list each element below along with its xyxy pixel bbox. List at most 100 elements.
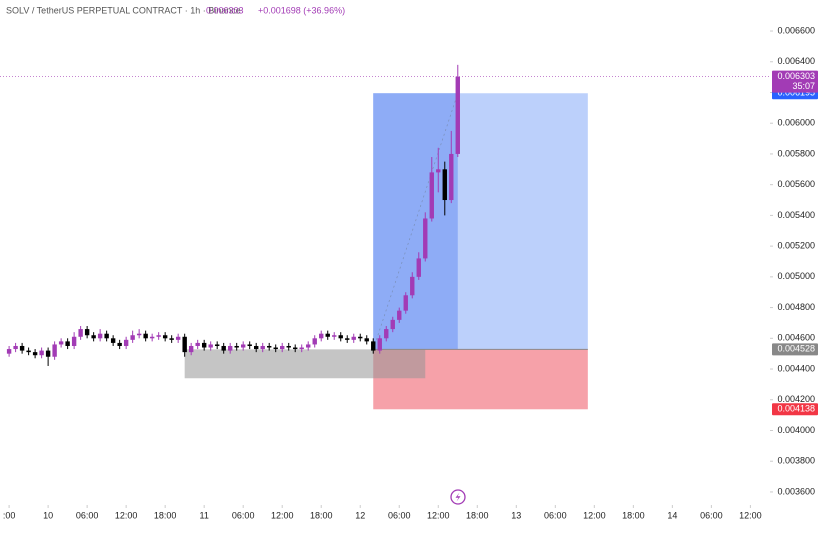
- candle-body: [58, 341, 64, 345]
- range-box: [184, 349, 426, 379]
- candle-body: [195, 342, 200, 346]
- candle-body: [436, 169, 441, 173]
- y-tick-label: 0.006400: [777, 56, 815, 66]
- lightning-icon: [450, 489, 466, 505]
- y-tick-label: 0.004800: [777, 302, 815, 312]
- x-tick-label: 10: [43, 510, 53, 520]
- candle-body: [214, 344, 220, 346]
- candle-body: [221, 345, 226, 351]
- x-tick-label: 12: [355, 510, 365, 520]
- x-tick-label: 06:00: [388, 510, 411, 520]
- x-tick-label: 06:00: [232, 510, 255, 520]
- candle-body: [19, 345, 25, 351]
- profit-zone-filled: [373, 93, 458, 350]
- candle-body: [293, 347, 298, 350]
- candle-body: [6, 349, 12, 354]
- candle-body: [240, 344, 246, 348]
- candle-body: [156, 335, 161, 337]
- candle-body: [416, 258, 421, 277]
- y-tick-label: 0.004000: [777, 425, 815, 435]
- candle-body: [338, 335, 343, 339]
- y-tick-label: 0.004200: [777, 394, 815, 404]
- candle-body: [91, 335, 96, 339]
- x-tick-label: 14: [667, 510, 677, 520]
- x-tick-label: 12:00: [739, 510, 762, 520]
- change-header: +0.001698 (+36.96%): [258, 5, 345, 15]
- x-tick-label: 18:00: [622, 510, 645, 520]
- candle-body: [429, 172, 434, 219]
- candle-body: [84, 329, 90, 336]
- y-tick-label: 0.005600: [777, 179, 815, 189]
- chart-title: SOLV / TetherUS PERPETUAL CONTRACT · 1h …: [6, 5, 241, 15]
- candle-body: [97, 333, 103, 339]
- stop-label: 0.004138: [777, 404, 815, 414]
- x-tick-label: 11: [200, 510, 209, 520]
- candle-body: [312, 338, 317, 345]
- y-tick-label: 0.005200: [777, 240, 815, 250]
- x-tick-label: 06:00: [544, 510, 567, 520]
- candle-body: [371, 341, 376, 351]
- x-tick-label: 18:00: [310, 510, 333, 520]
- candle-body: [449, 153, 454, 201]
- candle-body: [117, 342, 122, 346]
- candle-body: [169, 338, 174, 340]
- candle-body: [306, 344, 311, 348]
- candle-body: [390, 319, 395, 330]
- candle-body: [319, 333, 324, 339]
- candle-body: [286, 345, 291, 348]
- y-tick-label: 0.006000: [777, 118, 815, 128]
- y-tick-label: 0.004600: [777, 333, 815, 343]
- candle-body: [78, 329, 83, 337]
- candle-body: [384, 329, 389, 339]
- x-tick-label: 12:00: [115, 510, 138, 520]
- candle-body: [299, 347, 304, 350]
- candle-body: [143, 333, 148, 339]
- candle-body: [123, 339, 129, 346]
- x-tick-label: 06:00: [700, 510, 723, 520]
- candle-body: [52, 344, 57, 357]
- y-tick-label: 0.005400: [777, 210, 815, 220]
- entry-label: 0.004528: [777, 344, 815, 354]
- y-tick-label: 0.003800: [777, 456, 815, 466]
- stop-label-box: [772, 403, 818, 416]
- y-tick-label: 0.004400: [777, 363, 815, 373]
- candle-body: [280, 345, 285, 350]
- candle-body: [351, 336, 356, 340]
- candle-body: [267, 345, 272, 348]
- candle-body: [130, 335, 135, 340]
- candle-body: [26, 350, 31, 353]
- x-tick-label: 18:00: [466, 510, 489, 520]
- candle-body: [32, 352, 38, 356]
- candle-body: [423, 218, 428, 259]
- y-tick-label: 0.006600: [777, 25, 815, 35]
- candle-body: [175, 336, 181, 340]
- candle-body: [442, 169, 447, 201]
- candle-body: [260, 345, 265, 350]
- candle-body: [455, 76, 460, 154]
- candle-body: [364, 338, 369, 342]
- candle-body: [273, 347, 278, 350]
- candle-body: [247, 344, 252, 346]
- candle-body: [39, 350, 44, 356]
- candle-body: [45, 350, 51, 357]
- candle-body: [358, 336, 363, 339]
- last-price-header: 0.006303: [206, 5, 244, 15]
- candle-body: [208, 344, 213, 348]
- candle-body: [325, 333, 330, 337]
- candle-body: [65, 341, 70, 346]
- y-tick-label: 0.003600: [777, 486, 815, 496]
- candle-body: [227, 345, 233, 351]
- candle-body: [254, 345, 259, 350]
- last-price-label: 0.006303: [777, 71, 815, 81]
- x-tick-label: 12:00: [583, 510, 606, 520]
- last-price-label-box: [772, 70, 818, 93]
- candle-body: [71, 336, 77, 346]
- candle-body: [377, 338, 382, 351]
- x-tick-label: 12:00: [427, 510, 450, 520]
- candle-body: [234, 345, 239, 348]
- candle-body: [397, 310, 402, 320]
- candle-body: [201, 342, 207, 348]
- x-tick-label: 12:00: [271, 510, 294, 520]
- x-tick-label: :00: [3, 510, 16, 520]
